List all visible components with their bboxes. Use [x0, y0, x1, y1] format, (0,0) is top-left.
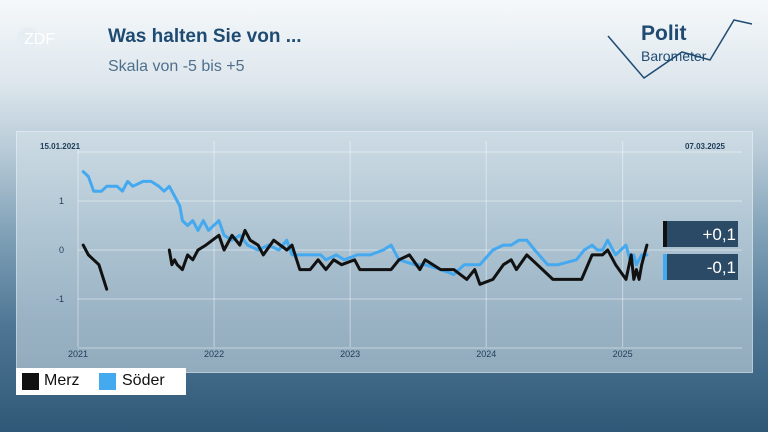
x-tick-label: 2024 [476, 349, 496, 359]
legend-label-soeder: Söder [122, 372, 165, 389]
legend-swatch-soeder [99, 373, 116, 390]
end-value-label-soeder: -0,1 [707, 258, 736, 277]
politbarometer-logo-graphic [607, 19, 753, 79]
politbarometer-logo-line1: Polit [641, 22, 687, 45]
x-tick-label: 2021 [68, 349, 88, 359]
chart-panel [16, 131, 753, 373]
chart-title: Was halten Sie von ... [108, 26, 302, 47]
end-marker-merz [663, 221, 667, 247]
date-end-label: 07.03.2025 [685, 142, 726, 151]
series-line-merz-0 [81, 243, 109, 291]
chart-subtitle: Skala von -5 bis +5 [108, 58, 245, 75]
end-value-label-merz: +0,1 [702, 225, 736, 244]
series-line-merz-1 [167, 228, 649, 286]
series-line-soeder-0 [81, 170, 649, 276]
end-marker-soeder [663, 254, 667, 280]
x-tick-label: 2023 [340, 349, 360, 359]
legend-swatch-merz [22, 373, 39, 390]
legend-label-merz: Merz [44, 372, 80, 389]
zdf-logo-text: ZDF [24, 31, 55, 48]
x-tick-label: 2025 [613, 349, 633, 359]
x-tick-label: 2022 [204, 349, 224, 359]
date-start-label: 15.01.2021 [40, 142, 81, 151]
y-tick-label: 0 [59, 245, 64, 255]
y-tick-label: 1 [59, 196, 64, 206]
end-value-box-merz [667, 221, 738, 247]
legend: Merz Söder [16, 368, 186, 395]
y-tick-label: -1 [56, 294, 64, 304]
zdf-logo: ZDF [17, 27, 55, 49]
end-value-box-soeder [667, 254, 738, 280]
politbarometer-logo-line2: Barometer [641, 48, 707, 64]
